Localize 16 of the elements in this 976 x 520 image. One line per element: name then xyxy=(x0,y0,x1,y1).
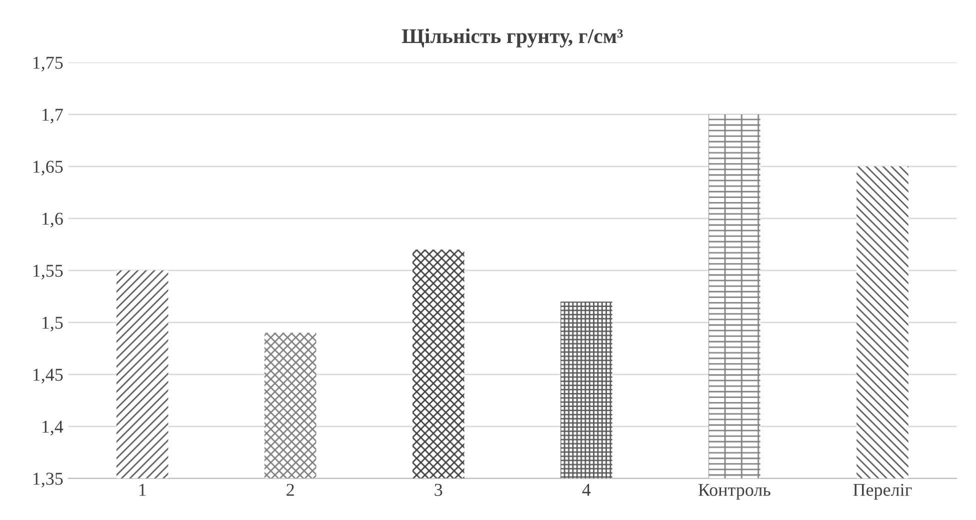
x-tick-label: 1 xyxy=(139,484,146,496)
x-tick-label: Переліг xyxy=(853,484,912,500)
y-tick-label: 1,65 xyxy=(33,160,63,176)
chart-title: Щільність грунту, г/см³ xyxy=(402,28,623,48)
x-tick-label: 3 xyxy=(434,484,442,496)
y-tick-label: 1,7 xyxy=(42,108,63,124)
y-tick-label: 1,5 xyxy=(42,316,63,332)
y-tick-label: 1,4 xyxy=(42,420,64,436)
y-tick-label: 1,6 xyxy=(42,212,63,228)
x-tick-label: 4 xyxy=(582,484,591,496)
y-tick-label: 1,35 xyxy=(33,472,63,488)
y-tick-label: 1,75 xyxy=(33,56,63,72)
x-tick-label: Контроль xyxy=(698,484,770,500)
y-tick-label: 1,55 xyxy=(33,264,63,280)
y-tick-label: 1,45 xyxy=(33,368,63,384)
x-tick-label: 2 xyxy=(286,484,294,496)
